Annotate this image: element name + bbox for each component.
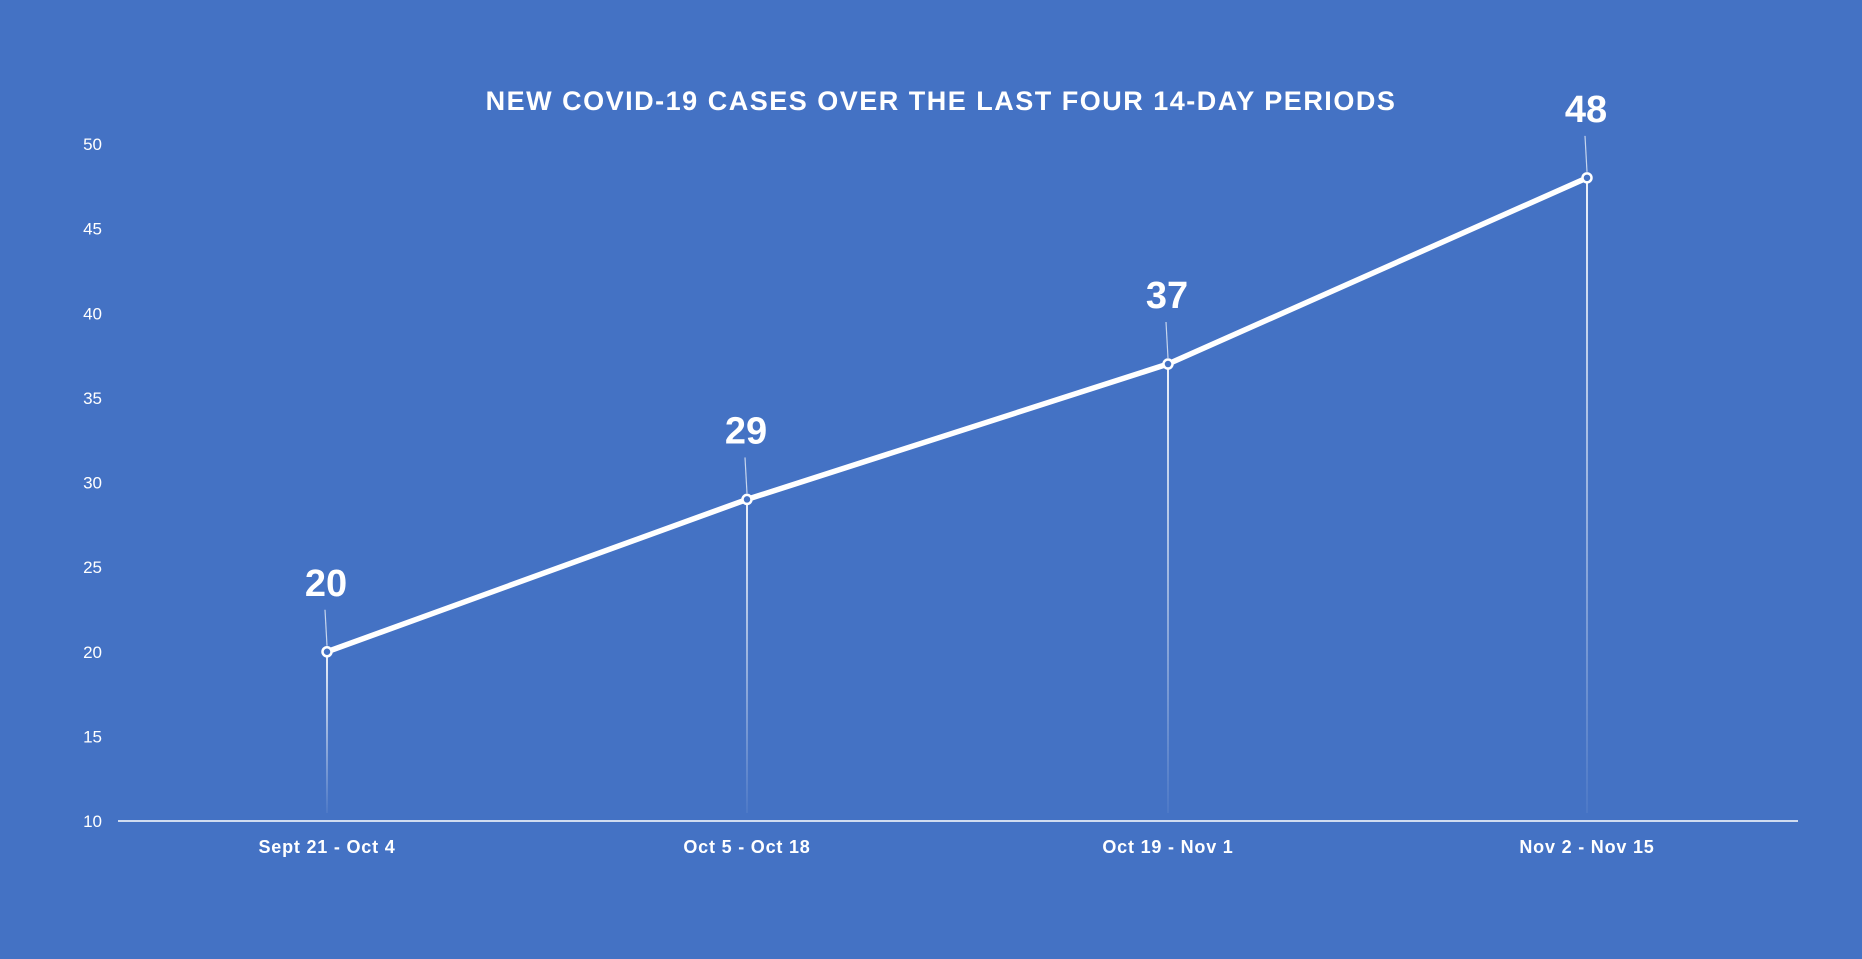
y-tick-label: 35 (83, 389, 102, 408)
data-point (1581, 172, 1593, 184)
y-tick-label: 30 (83, 474, 102, 493)
y-tick-label: 45 (83, 220, 102, 239)
series-line (324, 175, 1590, 655)
data-point (321, 646, 333, 658)
series-group (324, 175, 1590, 655)
x-tick-label: Sept 21 - Oct 4 (258, 837, 395, 857)
x-tick-label: Oct 5 - Oct 18 (683, 837, 810, 857)
drop-line (746, 499, 748, 813)
drop-line (1167, 364, 1169, 813)
chart-title: NEW COVID-19 CASES OVER THE LAST FOUR 14… (486, 86, 1397, 116)
data-label-leader (744, 457, 748, 494)
data-label: 37 (1146, 275, 1188, 317)
drop-line (326, 651, 328, 813)
drop-line (1586, 177, 1588, 814)
x-axis: Sept 21 - Oct 4 Oct 5 - Oct 18 Oct 19 - No… (118, 820, 1798, 857)
data-label-leader (1165, 321, 1169, 359)
x-tick-label: Oct 19 - Nov 1 (1102, 837, 1233, 857)
data-label-leader (1584, 135, 1588, 172)
data-point (741, 493, 753, 506)
data-label: 29 (725, 410, 767, 452)
y-tick-label: 40 (83, 304, 102, 323)
data-label-leader (324, 609, 328, 646)
y-tick-label: 15 (83, 727, 102, 746)
y-tick-label: 20 (83, 643, 102, 662)
y-tick-label: 25 (83, 558, 102, 577)
data-labels: 20 29 37 48 (305, 89, 1607, 646)
data-label: 20 (305, 563, 347, 605)
y-tick-label: 10 (83, 812, 102, 831)
y-axis: 10 15 20 25 30 35 40 45 50 (83, 135, 102, 831)
data-points (321, 172, 1593, 658)
data-label: 48 (1565, 89, 1607, 131)
x-tick-label: Nov 2 - Nov 15 (1519, 837, 1654, 857)
data-point (1162, 358, 1174, 370)
y-tick-label: 50 (83, 135, 102, 154)
drop-lines (326, 177, 1588, 814)
